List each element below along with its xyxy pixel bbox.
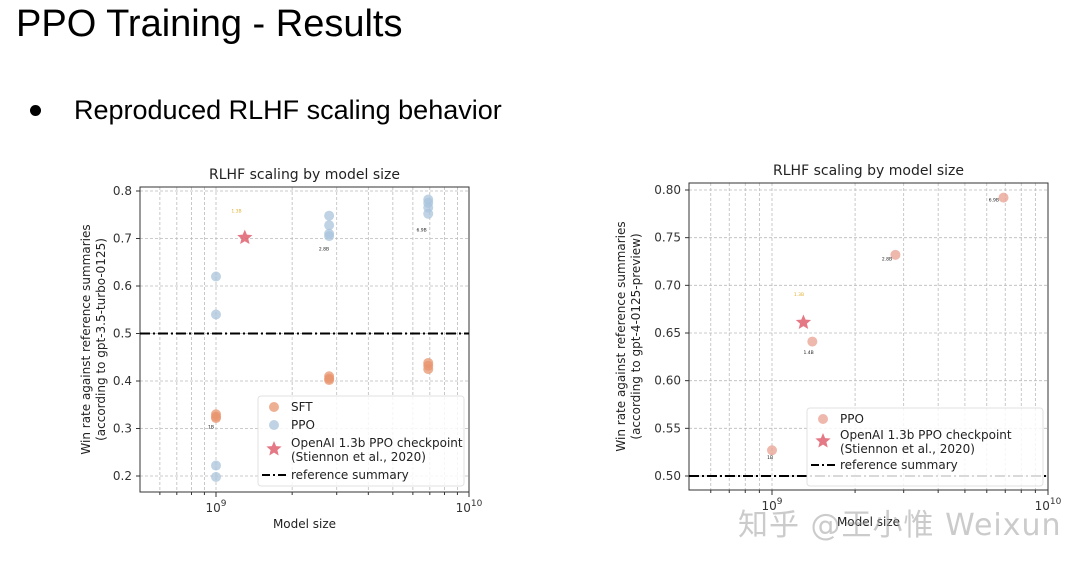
bullet-dot-icon [30,104,41,116]
y-tick-label: 0.6 [113,279,132,293]
chart-title: RLHF scaling by model size [773,163,964,179]
point-annotation: 1.3B [794,292,804,298]
y-tick-label: 0.50 [654,469,681,483]
data-point [890,249,901,260]
data-point [211,309,221,320]
data-point [767,445,777,456]
svg-text:OpenAI 1.3b PPO checkpoint: OpenAI 1.3b PPO checkpoint [291,436,463,450]
y-tick-label: 0.2 [113,469,132,483]
bullet-item: Reproduced RLHF scaling behavior [30,92,502,128]
bullet-text: Reproduced RLHF scaling behavior [74,95,502,125]
point-annotation: 6.9B [989,197,999,203]
y-tick-label: 0.70 [654,278,681,292]
x-axis-label: Model size [837,515,900,529]
star-marker [237,229,253,244]
y-tick-label: 0.5 [113,327,132,341]
slide-title: PPO Training - Results [16,3,403,45]
y-axis-label: (according to gpt-3.5-turbo-0125) [94,238,108,441]
svg-text:OpenAI 1.3b PPO checkpoint: OpenAI 1.3b PPO checkpoint [840,428,1012,442]
point-annotation: 1B [767,455,773,461]
y-tick-label: 0.80 [654,183,681,197]
data-point [211,271,221,282]
data-point [324,210,335,221]
y-tick-label: 0.60 [654,374,681,388]
svg-text:PPO: PPO [840,412,864,426]
y-tick-label: 0.3 [113,422,132,436]
data-point [211,413,221,424]
y-tick-label: 0.8 [113,184,132,198]
y-tick-label: 0.4 [113,374,132,388]
x-tick-label: 109 [205,499,226,515]
x-axis-label: Model size [273,517,336,531]
grid [140,187,469,492]
legend: SFT PPO OpenAI 1.3b PPO checkpoint(Stienno… [257,395,465,487]
y-axis-label: Win rate against reference summaries [614,221,628,451]
data-point [423,208,434,219]
svg-text:PPO: PPO [291,418,315,432]
point-annotation: 2.8B [319,246,329,252]
svg-text:SFT: SFT [291,400,313,414]
y-tick-label: 0.65 [654,326,681,340]
data-point [324,231,335,242]
data-point [211,471,221,482]
y-axis-label: (according to gpt-4-0125-preview) [629,233,643,439]
svg-text:reference summary: reference summary [291,468,409,482]
data-point [324,375,335,386]
point-annotation: 6.9B [416,227,426,233]
plot-frame [688,182,1049,491]
point-annotation: 2.8B [882,257,892,263]
chart-left: RLHF scaling by model size 0.2 0.3 0.4 0.5 0.… [79,167,483,531]
y-tick-label: 0.55 [654,421,681,435]
point-annotation: 1.4B [803,350,813,356]
legend: PPO OpenAI 1.3b PPO checkpoint(Stiennon e… [806,407,1044,487]
data-point [807,336,818,347]
svg-text:reference summary: reference summary [840,458,958,472]
chart-title: RLHF scaling by model size [209,167,400,183]
data-point [211,460,221,471]
star-marker [795,314,812,329]
watermark: 知乎 @王小惟 Weixun [738,508,1062,543]
y-tick-label: 0.7 [113,232,132,246]
point-annotation: 1.3B [231,208,241,214]
y-tick-label: 0.75 [654,231,681,245]
plot-frame [139,186,470,493]
y-axis-label: Win rate against reference summaries [79,224,93,454]
svg-text:(Stiennon et al., 2020): (Stiennon et al., 2020) [840,442,975,456]
data-point [998,192,1009,203]
data-point [324,220,335,231]
point-annotation: 1B [208,425,214,431]
data-point [423,364,434,375]
svg-text:(Stiennon et al., 2020): (Stiennon et al., 2020) [291,450,426,464]
chart-right: RLHF scaling by model size 0.50 0.55 0.60 0.… [614,163,1062,529]
x-tick-label: 1010 [456,499,483,515]
